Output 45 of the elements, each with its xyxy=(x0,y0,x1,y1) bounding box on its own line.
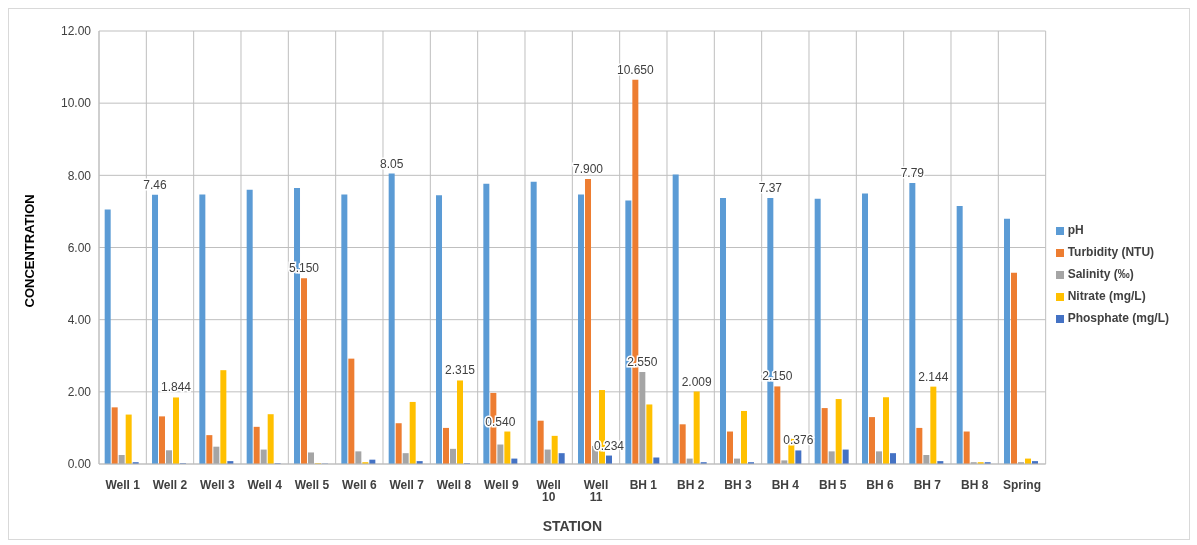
x-tick-label: BH 1 xyxy=(629,477,658,492)
y-tick-label: 12.00 xyxy=(60,24,92,39)
x-tick-label: BH 5 xyxy=(818,477,847,492)
data-label: 7.900 xyxy=(572,161,604,176)
y-tick-label: 6.00 xyxy=(67,240,92,255)
legend-label: Turbidity (NTU) xyxy=(1067,245,1155,259)
x-tick-label: Well 5 xyxy=(294,477,330,492)
x-tick-label: BH 7 xyxy=(913,477,942,492)
x-tick-label: Well 6 xyxy=(342,477,377,492)
y-tick-label: 0.00 xyxy=(67,457,92,472)
x-tick-label: BH 3 xyxy=(724,477,752,492)
x-tick-label: Well 3 xyxy=(200,477,235,492)
data-label: 0.376 xyxy=(783,433,814,448)
x-tick-label: Well 2 xyxy=(152,477,188,492)
x-tick-label: Well 4 xyxy=(247,477,283,492)
data-label: 7.79 xyxy=(900,165,925,180)
x-tick-label: Well 9 xyxy=(484,477,519,492)
data-label: 7.37 xyxy=(758,181,783,196)
y-tick-label: 10.00 xyxy=(60,96,92,111)
x-tick-label: Well 1 xyxy=(105,477,141,492)
data-label: 7.46 xyxy=(143,177,168,192)
x-tick-label: Well 8 xyxy=(436,477,472,492)
legend-label: Salinity (‰) xyxy=(1067,267,1134,281)
y-axis-title: CONCENTRATION xyxy=(21,194,37,308)
legend-label: Nitrate (mg/L) xyxy=(1067,289,1146,303)
y-tick-label: 2.00 xyxy=(67,385,92,400)
data-label: 2.009 xyxy=(681,374,713,389)
x-tick-label: BH 6 xyxy=(866,477,894,492)
x-tick-label: Well 11 xyxy=(583,477,609,504)
x-tick-label: BH 4 xyxy=(771,477,800,492)
x-tick-label: BH 8 xyxy=(960,477,989,492)
x-tick-label: BH 2 xyxy=(676,477,705,492)
data-label: 1.844 xyxy=(161,380,192,395)
data-label: 2.315 xyxy=(444,363,476,378)
y-tick-label: 4.00 xyxy=(67,312,92,327)
legend-label: pH xyxy=(1067,223,1084,237)
y-tick-label: 8.00 xyxy=(67,168,92,183)
x-tick-label: Spring xyxy=(1002,477,1041,492)
data-label: 10.650 xyxy=(616,62,655,77)
legend-label: Phosphate (mg/L) xyxy=(1067,311,1169,325)
x-axis-title: STATION xyxy=(542,518,603,534)
data-label: 8.05 xyxy=(380,156,404,171)
data-label: 2.144 xyxy=(918,369,949,384)
x-tick-label: Well 7 xyxy=(389,477,425,492)
x-tick-label: Well 10 xyxy=(536,477,561,504)
